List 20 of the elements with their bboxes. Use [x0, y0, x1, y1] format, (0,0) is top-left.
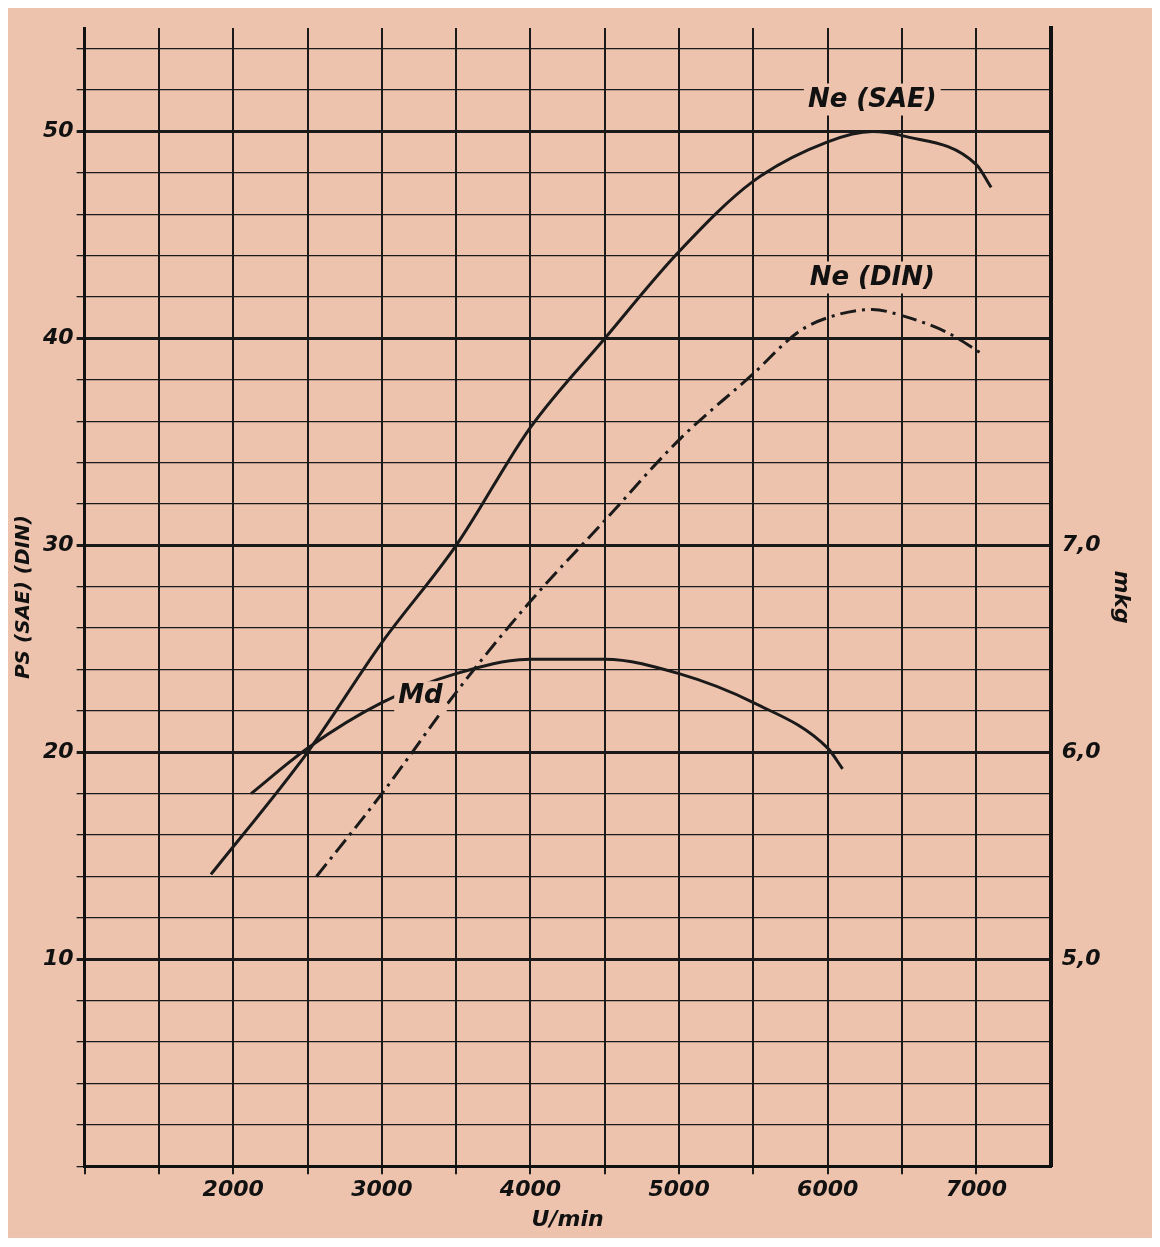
x-axis-title: U/min: [531, 1205, 604, 1231]
y-axis-title: PS (SAE) (DIN): [10, 515, 35, 680]
x-tick-label: 2000: [202, 1176, 264, 1202]
y-tick-label: 10: [42, 944, 74, 970]
y2-tick-label: 6,0: [1061, 738, 1101, 764]
series-label: Md: [398, 678, 444, 709]
y2-tick-label: 5,0: [1061, 944, 1101, 970]
y-tick-label: 20: [42, 738, 74, 764]
x-tick-label: 6000: [797, 1176, 859, 1202]
y2-axis-title: mkg: [1110, 570, 1136, 624]
series-label: Ne (SAE): [807, 83, 937, 114]
x-tick-label: 4000: [498, 1176, 562, 1202]
y2-tick-label: 7,0: [1061, 531, 1101, 557]
series-label: Ne (DIN): [809, 261, 935, 292]
y-tick-label: 30: [42, 531, 74, 557]
y-tick-label: 50: [42, 117, 74, 143]
y-tick-label: 40: [41, 324, 74, 350]
x-tick-label: 5000: [648, 1176, 710, 1202]
x-tick-label: 7000: [945, 1176, 1007, 1202]
x-tick-label: 3000: [351, 1176, 413, 1202]
